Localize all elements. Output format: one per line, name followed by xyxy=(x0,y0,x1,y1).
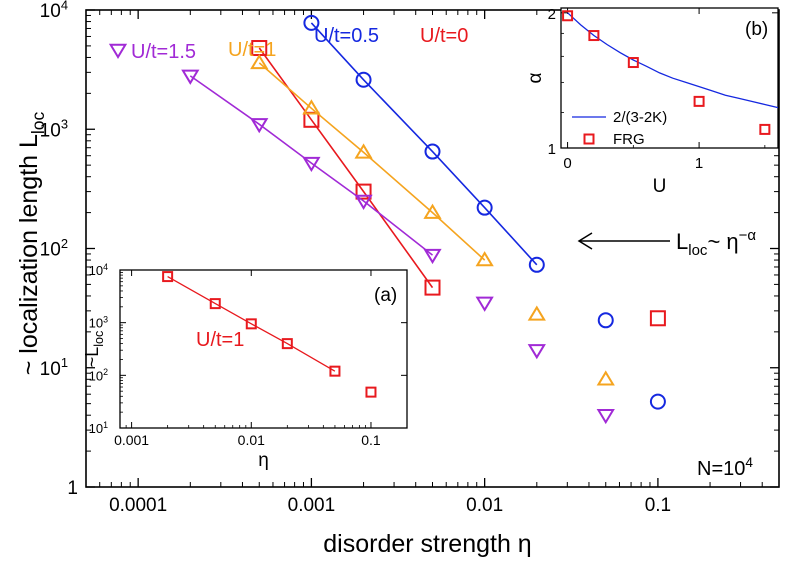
data-point-triangle-up xyxy=(423,203,442,219)
inset-a-x-tick-label: 0.001 xyxy=(114,432,149,448)
data-point-triangle-down xyxy=(475,296,494,312)
y-tick-label: 1 xyxy=(67,478,78,499)
data-point-triangle-down xyxy=(302,156,321,173)
data-point-circle xyxy=(303,14,320,31)
inset-a-data-point xyxy=(365,386,377,398)
series-label: U/t=0 xyxy=(420,25,468,47)
inset-b-frg-point xyxy=(693,95,705,107)
inset-a-data-point xyxy=(162,271,174,283)
data-point-triangle-down xyxy=(596,408,615,425)
inset-a-x-axis-label: η xyxy=(258,450,269,471)
series-label: U/t=0.5 xyxy=(314,25,379,47)
system-size-label: N=104 xyxy=(697,455,753,480)
data-point-circle xyxy=(597,312,614,329)
y-tick-label: 104 xyxy=(40,0,68,22)
data-point-triangle-down xyxy=(423,248,442,265)
inset-a-frame xyxy=(119,269,408,429)
inset-b-y-tick-label: 1 xyxy=(548,141,556,158)
inset-a-y-tick-label: 103 xyxy=(89,314,108,330)
inset-b-frg-point xyxy=(627,57,639,69)
y-axis-label: ~ localization length Lloc xyxy=(15,111,48,375)
inset-b-legend-points-label: FRG xyxy=(613,131,645,148)
inset-b-frg-point xyxy=(588,30,600,42)
data-point-triangle-down xyxy=(527,344,546,360)
inset-b-legend-curve-label: 2/(3-2K) xyxy=(613,109,667,126)
data-point-triangle-down xyxy=(181,69,200,85)
data-point-triangle-up xyxy=(527,305,546,321)
data-point-square xyxy=(424,279,441,296)
series-label: U/t=1.5 xyxy=(131,41,196,63)
inset-b-panel-label: (b) xyxy=(745,19,768,40)
data-point-circle xyxy=(649,393,666,410)
inset-b-legend-marker xyxy=(583,133,595,145)
data-point-triangle-up xyxy=(250,53,269,70)
inset-a-fit-line xyxy=(167,276,336,372)
data-point-circle xyxy=(476,199,493,216)
inset-a-data-point xyxy=(281,338,293,350)
inset-b-y-tick-label: 2 xyxy=(548,6,556,23)
y-tick-label: 102 xyxy=(40,236,68,261)
data-point-circle xyxy=(528,256,545,273)
power-law-label: Lloc~ η−α xyxy=(676,227,756,259)
series-label: U/t=1 xyxy=(228,39,276,61)
data-point-circle xyxy=(424,143,441,160)
inset-b-frg-point xyxy=(759,123,771,135)
inset-a-panel-label: (a) xyxy=(374,285,397,306)
inset-b-y-axis-label: α xyxy=(525,72,546,83)
x-tick-label: 0.001 xyxy=(288,495,336,516)
fit-line-square xyxy=(258,47,434,289)
annotation-arrow-head xyxy=(577,232,593,250)
fit-line-triangle-down xyxy=(189,75,433,256)
data-point-triangle-up xyxy=(302,99,321,115)
data-point-triangle-up xyxy=(475,251,494,267)
inset-a-data-point xyxy=(329,365,341,377)
inset-b-x-tick-label: 0 xyxy=(563,155,571,172)
x-axis-label: disorder strength η xyxy=(323,530,531,558)
data-point-triangle-down xyxy=(250,118,269,134)
data-point-square xyxy=(355,183,372,200)
fit-line-triangle-up xyxy=(258,62,486,261)
inset-a-y-tick-label: 101 xyxy=(89,420,108,436)
inset-a-y-axis-label: ~Lloc xyxy=(82,331,106,368)
x-tick-label: 0.0001 xyxy=(109,495,167,516)
data-point-triangle-up xyxy=(354,143,373,159)
inset-a-y-tick-label: 102 xyxy=(89,367,108,383)
x-tick-label: 0.1 xyxy=(645,495,671,516)
y-tick-label: 101 xyxy=(40,355,68,380)
inset-a-data-point xyxy=(209,298,221,310)
inset-b-frg-point xyxy=(562,10,574,22)
inset-a-x-tick-label: 0.1 xyxy=(361,432,381,448)
inset-b-x-axis-label: U xyxy=(653,176,667,197)
y-tick-label: 103 xyxy=(40,117,68,142)
data-point-triangle-up xyxy=(596,370,615,386)
fit-line-circle xyxy=(310,22,538,266)
inset-a-y-tick-label: 104 xyxy=(89,262,108,278)
inset-b-theory-curve xyxy=(567,12,779,109)
inset-a-data-point xyxy=(245,318,257,330)
inset-b-x-tick-label: 1 xyxy=(695,155,703,172)
series-label-marker xyxy=(108,43,128,59)
data-point-circle xyxy=(355,71,372,88)
inset-a-series-label: U/t=1 xyxy=(196,329,244,351)
data-point-square xyxy=(649,310,666,327)
inset-a-x-tick-label: 0.01 xyxy=(238,432,265,448)
x-tick-label: 0.01 xyxy=(466,495,503,516)
data-point-triangle-down xyxy=(354,194,373,210)
inset-a: 0.001 0.01 0.1 101 102 103 104 η ~Lloc (a) U/t=1 xyxy=(82,262,408,471)
